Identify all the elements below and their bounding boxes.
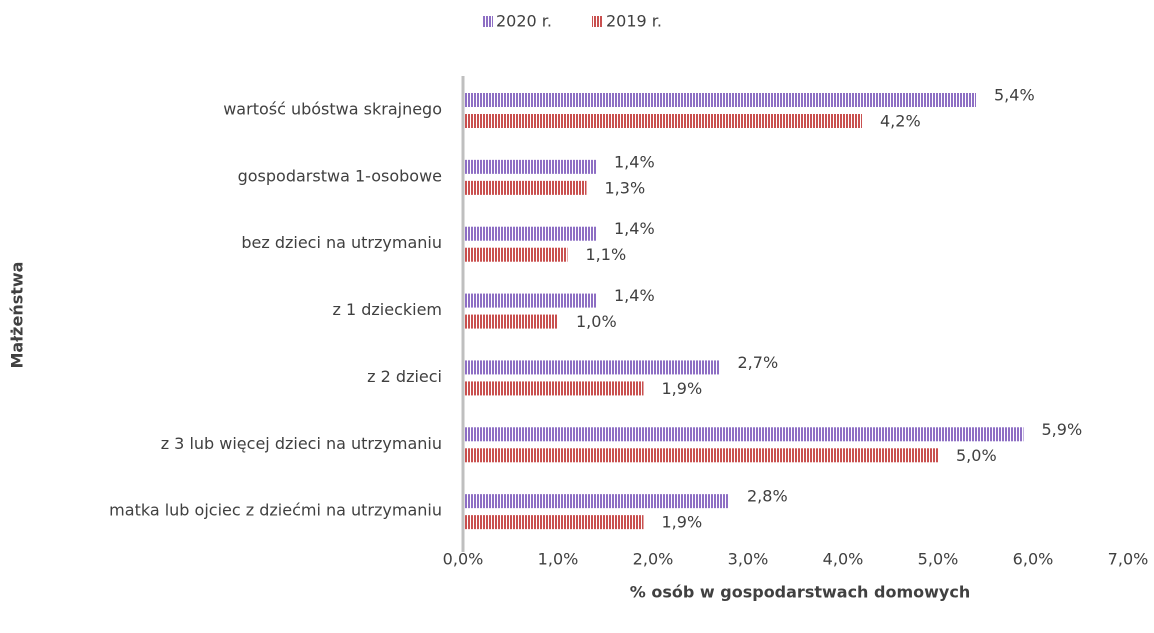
data-label: 1,3% [605, 178, 646, 197]
y-tick-label: z 3 lub więcej dzieci na utrzymaniu [161, 434, 442, 453]
x-tick-label: 0,0% [443, 550, 484, 569]
legend-swatch [482, 16, 493, 27]
y-tick-label: gospodarstwa 1-osobowe [238, 166, 442, 185]
data-label: 4,2% [880, 112, 921, 131]
x-tick-label: 3,0% [728, 550, 769, 569]
x-axis-title: % osób w gospodarstwach domowych [630, 583, 970, 602]
bar [465, 494, 729, 509]
x-tick-label: 5,0% [918, 550, 959, 569]
data-label: 1,0% [576, 312, 617, 331]
bar [465, 159, 596, 174]
y-tick-label: matka lub ojciec z dziećmi na utrzymaniu [109, 501, 442, 520]
data-label: 5,9% [1042, 420, 1083, 439]
bar [465, 360, 720, 375]
bar [465, 427, 1024, 442]
y-tick-label: z 2 dzieci [367, 367, 442, 386]
legend-label: 2019 r. [606, 12, 662, 31]
bar [465, 247, 568, 262]
bar [465, 515, 644, 530]
data-label: 2,8% [747, 487, 788, 506]
bar [465, 381, 644, 396]
x-tick-label: 4,0% [823, 550, 864, 569]
bar [465, 448, 938, 463]
bar [465, 314, 558, 329]
legend-label: 2020 r. [496, 12, 552, 31]
x-tick-label: 1,0% [538, 550, 579, 569]
x-tick-label: 7,0% [1108, 550, 1149, 569]
y-tick-label: wartość ubóstwa skrajnego [223, 100, 442, 119]
x-tick-label: 6,0% [1013, 550, 1054, 569]
data-label: 1,4% [614, 219, 655, 238]
data-label: 2,7% [738, 353, 779, 372]
data-label: 1,9% [662, 513, 703, 532]
data-label: 1,4% [614, 286, 655, 305]
data-label: 1,9% [662, 379, 703, 398]
data-label: 1,1% [586, 245, 627, 264]
y-tick-label: z 1 dzieckiem [332, 300, 442, 319]
y-tick-label: bez dzieci na utrzymaniu [241, 233, 442, 252]
bar [465, 226, 596, 241]
y-axis-title: Małżeństwa [8, 262, 27, 369]
bar [465, 180, 587, 195]
bar [465, 93, 976, 107]
x-tick-label: 2,0% [633, 550, 674, 569]
data-label: 1,4% [614, 152, 655, 171]
bar [465, 293, 596, 308]
data-label: 5,4% [994, 86, 1035, 105]
legend-swatch [592, 16, 603, 27]
bar [465, 114, 862, 128]
data-label: 5,0% [956, 446, 997, 465]
